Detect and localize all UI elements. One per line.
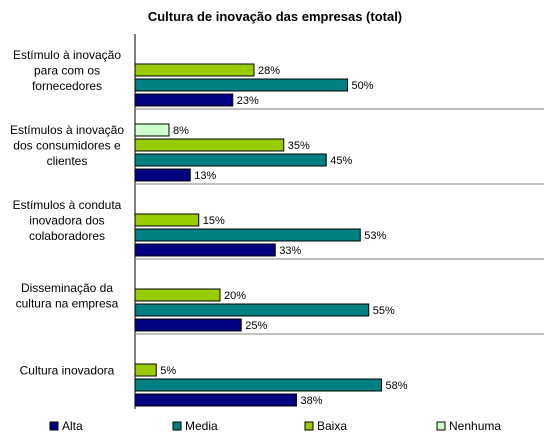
category-label-line: Disseminação da — [21, 281, 113, 295]
bar-baixa-disseminacao-da-cultura-na-empresa — [134, 288, 221, 302]
bar-alta-estimulos-a-conduta-inovadora-dos-colaboradores — [134, 243, 276, 257]
category-label-line: clientes — [47, 154, 88, 168]
category-label-estimulos-a-conduta-inovadora-dos-colaboradores: Estímulos à conduta inovadora dos colabora… — [13, 198, 122, 243]
legend-label-nenhuma: Nenhuma — [449, 419, 501, 433]
category-label-cultura-inovadora: Cultura inovadora — [20, 364, 115, 378]
chart-title: Cultura de inovação das empresas (total) — [148, 9, 402, 24]
value-label-alta-cultura-inovadora: 38% — [301, 395, 323, 407]
value-label-alta-estimulos-a-inovacao-dos-consumidores-e-clientes: 13% — [194, 170, 216, 182]
bar-baixa-estimulos-a-inovacao-dos-consumidores-e-clientes — [134, 138, 285, 152]
category-separators — [135, 108, 544, 335]
bar-baixa-cultura-inovadora — [134, 363, 157, 377]
legend-swatch-media — [172, 421, 182, 431]
bar-alta-cultura-inovadora — [134, 393, 297, 407]
value-label-baixa-estimulos-a-conduta-inovadora-dos-colaboradores: 15% — [203, 215, 225, 227]
category-label-estimulos-a-inovacao-dos-consumidores-e-clientes: Estímulos à inovação dos consumidores e cl… — [10, 123, 124, 168]
legend-swatch-baixa — [304, 421, 314, 431]
value-label-media-estimulos-a-conduta-inovadora-dos-colaboradores: 53% — [364, 230, 386, 242]
category-label-line: Estímulos à conduta — [13, 198, 122, 212]
legend-label-baixa: Baixa — [317, 419, 347, 433]
category-label-line: para com os — [34, 64, 100, 78]
category-label-line: Cultura inovadora — [20, 364, 115, 378]
bar-nenhuma-estimulos-a-inovacao-dos-consumidores-e-clientes — [134, 123, 170, 137]
legend-label-alta: Alta — [62, 419, 83, 433]
bar-alta-disseminacao-da-cultura-na-empresa — [134, 318, 242, 332]
value-label-alta-disseminacao-da-cultura-na-empresa: 25% — [245, 320, 267, 332]
value-label-media-disseminacao-da-cultura-na-empresa: 55% — [373, 305, 395, 317]
value-labels: 23% 50% 28% 13% 45% 35% 8% 33% 53% 15% 25% 55% 20% 38… — [160, 65, 407, 407]
category-label-line: Estímulo à inovação — [13, 48, 121, 62]
bar-media-estimulo-a-inovacao-para-com-os-fornecedores — [134, 78, 348, 92]
bar-media-estimulos-a-inovacao-dos-consumidores-e-clientes — [134, 153, 327, 167]
bar-alta-estimulo-a-inovacao-para-com-os-fornecedores — [134, 93, 234, 107]
legend: Alta Media Baixa Nenhuma — [49, 419, 501, 433]
category-label-line: Estímulos à inovação — [10, 123, 124, 137]
bar-baixa-estimulos-a-conduta-inovadora-dos-colaboradores — [134, 213, 200, 227]
category-label-line: fornecedores — [32, 79, 102, 93]
category-label-line: cultura na empresa — [16, 296, 119, 310]
value-label-nenhuma-estimulos-a-inovacao-dos-consumidores-e-clientes: 8% — [173, 125, 189, 137]
value-label-media-estimulo-a-inovacao-para-com-os-fornecedores: 50% — [352, 80, 374, 92]
value-label-baixa-disseminacao-da-cultura-na-empresa: 20% — [224, 290, 246, 302]
category-labels: Estímulo à inovação para com os fornecedor… — [10, 48, 124, 378]
bar-alta-estimulos-a-inovacao-dos-consumidores-e-clientes — [134, 168, 191, 182]
bar-media-cultura-inovadora — [134, 378, 382, 392]
category-label-line: colaboradores — [29, 229, 105, 243]
category-label-line: dos consumidores e — [13, 139, 121, 153]
legend-swatch-nenhuma — [436, 421, 446, 431]
bars — [134, 63, 382, 407]
value-label-alta-estimulo-a-inovacao-para-com-os-fornecedores: 23% — [237, 95, 259, 107]
legend-label-media: Media — [185, 419, 218, 433]
bar-media-disseminacao-da-cultura-na-empresa — [134, 303, 370, 317]
value-label-alta-estimulos-a-conduta-inovadora-dos-colaboradores: 33% — [279, 245, 301, 257]
legend-swatch-alta — [49, 421, 59, 431]
value-label-baixa-cultura-inovadora: 5% — [160, 365, 176, 377]
value-label-media-estimulos-a-inovacao-dos-consumidores-e-clientes: 45% — [330, 155, 352, 167]
value-label-media-cultura-inovadora: 58% — [386, 380, 408, 392]
bar-baixa-estimulo-a-inovacao-para-com-os-fornecedores — [134, 63, 255, 77]
value-label-baixa-estimulos-a-inovacao-dos-consumidores-e-clientes: 35% — [288, 140, 310, 152]
value-label-baixa-estimulo-a-inovacao-para-com-os-fornecedores: 28% — [258, 65, 280, 77]
category-label-disseminacao-da-cultura-na-empresa: Disseminação da cultura na empresa — [16, 281, 119, 311]
category-label-line: inovadora dos — [29, 214, 104, 228]
category-label-estimulo-a-inovacao-para-com-os-fornecedores: Estímulo à inovação para com os fornecedor… — [13, 48, 121, 93]
bar-media-estimulos-a-conduta-inovadora-dos-colaboradores — [134, 228, 361, 242]
